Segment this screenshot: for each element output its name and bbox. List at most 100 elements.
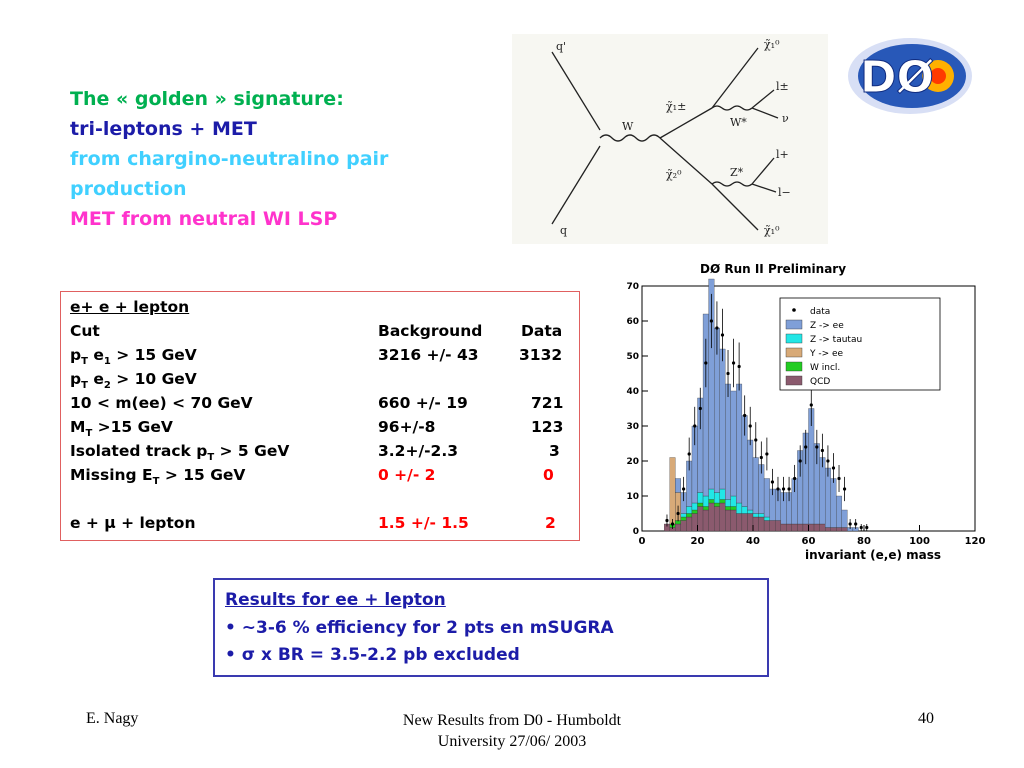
label-lepton-pm: l±: [776, 80, 789, 93]
histogram-bar: [819, 523, 826, 532]
histogram-bar: [725, 506, 731, 511]
data-point: [809, 403, 813, 407]
histogram-bar: [702, 506, 709, 511]
histogram-bar: [714, 502, 720, 507]
data-point: [848, 522, 852, 526]
x-tick-label: 20: [691, 536, 705, 547]
histogram-bar: [708, 488, 715, 500]
results-box: Results for ee + lepton • ~3-6 % efficie…: [213, 578, 769, 677]
title-line-chargino: from chargino-neutralino pair: [70, 148, 389, 170]
histogram-bar: [830, 478, 837, 528]
histogram-bar: [808, 523, 815, 532]
histogram-bar: [680, 516, 687, 521]
legend-swatch: [785, 375, 803, 386]
d0-logo: DØ: [848, 38, 972, 114]
x-tick-label: 0: [639, 536, 646, 547]
y-tick-label: 60: [626, 317, 639, 327]
data-point: [698, 406, 702, 411]
mass-histogram: DØ Run II Preliminary 0 20 40 60 80 100 120 0 10…: [626, 262, 986, 562]
histogram-bar: [680, 513, 687, 518]
l-minus-line: [751, 183, 777, 193]
histogram-bar: [836, 527, 842, 532]
col-header-data: Data: [521, 322, 563, 340]
x-tick-label: 80: [857, 536, 871, 547]
footer-author: E. Nagy: [86, 710, 139, 727]
table-row-data: 721: [531, 394, 564, 412]
y-tick-label: 50: [626, 352, 639, 362]
histogram-bar: [725, 509, 731, 532]
histogram-bar: [691, 513, 698, 532]
data-point: [715, 326, 719, 330]
chi1-bottom-line: [711, 183, 759, 231]
data-point: [687, 452, 691, 456]
x-tick-label: 120: [965, 536, 986, 547]
histogram-bar: [741, 506, 748, 514]
histogram-bar: [714, 506, 720, 532]
legend-label: Z -> ee: [810, 321, 844, 331]
histogram-bar: [719, 502, 726, 532]
histogram-bar: [686, 516, 693, 532]
histogram-bar: [691, 502, 698, 511]
legend-swatch: [785, 319, 803, 330]
data-point: [682, 487, 686, 491]
neutralino2-line: [659, 137, 713, 185]
label-chi1-bottom: χ̃₁⁰: [764, 224, 780, 237]
legend-label: data: [810, 307, 830, 317]
histogram-bar: [802, 523, 809, 532]
legend-label: W incl.: [810, 363, 840, 373]
col-header-background: Background: [378, 322, 483, 340]
results-heading: Results for ee + lepton: [225, 590, 446, 610]
quark-line-top: [551, 51, 601, 131]
legend-swatch: [792, 308, 796, 312]
table-row-cut: 10 < m(ee) < 70 GeV: [70, 394, 253, 412]
histogram-bar: [813, 523, 820, 532]
label-w-star: W*: [730, 116, 747, 129]
data-point: [842, 487, 847, 491]
histogram-bar: [752, 457, 759, 514]
title-line-production: production: [70, 178, 187, 200]
histogram-bar: [747, 439, 754, 511]
footer-center-line2: University 27/06/ 2003: [437, 733, 587, 750]
results-bullet-excluded: • σ x BR = 3.5-2.2 pb excluded: [225, 645, 520, 665]
histogram-bar: [841, 509, 848, 528]
y-tick-label: 0: [633, 527, 639, 537]
histogram-bar: [780, 523, 787, 532]
y-tick-label: 10: [626, 492, 639, 502]
data-point: [776, 487, 780, 491]
histogram-bar: [719, 348, 726, 490]
histogram-bar: [841, 527, 848, 532]
histogram-bar: [730, 390, 737, 497]
table-row-bg: 0 +/- 2: [378, 466, 436, 484]
chart-title: DØ Run II Preliminary: [700, 262, 846, 276]
histogram-bar: [752, 513, 759, 518]
label-nu: ν: [782, 112, 789, 125]
histogram-bar: [686, 513, 693, 518]
title-line-golden: The « golden » signature:: [70, 88, 344, 110]
nu-line: [751, 107, 779, 119]
histogram-bar: [702, 509, 709, 532]
histogram-bar: [786, 523, 793, 532]
data-point: [726, 371, 730, 376]
histogram-bar: [752, 516, 759, 532]
histogram-bar: [763, 516, 770, 521]
quark-line-bottom: [551, 145, 601, 225]
table-heading: e+ e + lepton: [70, 298, 190, 316]
histogram-bar: [736, 383, 743, 504]
footer-center-line1: New Results from D0 - Humboldt: [402, 712, 622, 729]
histogram-bar: [736, 502, 743, 514]
data-point: [787, 487, 791, 491]
table-row-cut: e + μ + lepton: [70, 514, 196, 532]
data-point: [754, 438, 758, 442]
histogram-bar: [697, 506, 704, 532]
data-point: [781, 487, 786, 491]
histogram-bar: [697, 502, 704, 507]
histogram-bar: [697, 492, 704, 504]
y-tick-label: 30: [626, 422, 639, 432]
label-q: q: [560, 224, 567, 237]
histogram-bar: [669, 457, 676, 525]
histogram-bar: [791, 523, 798, 532]
data-point: [676, 511, 680, 516]
histogram-bar: [741, 513, 748, 532]
data-point: [798, 459, 802, 463]
data-point: [748, 424, 752, 428]
